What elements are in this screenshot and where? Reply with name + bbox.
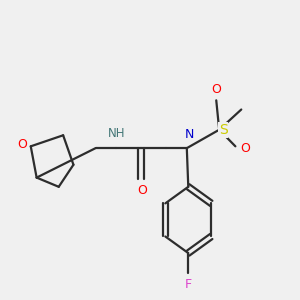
- Text: O: O: [138, 184, 148, 197]
- Text: F: F: [185, 278, 192, 291]
- Text: S: S: [219, 123, 227, 137]
- Text: O: O: [18, 138, 27, 151]
- Text: O: O: [211, 83, 221, 96]
- Text: O: O: [240, 142, 250, 155]
- Text: N: N: [184, 128, 194, 141]
- Text: NH: NH: [107, 127, 125, 140]
